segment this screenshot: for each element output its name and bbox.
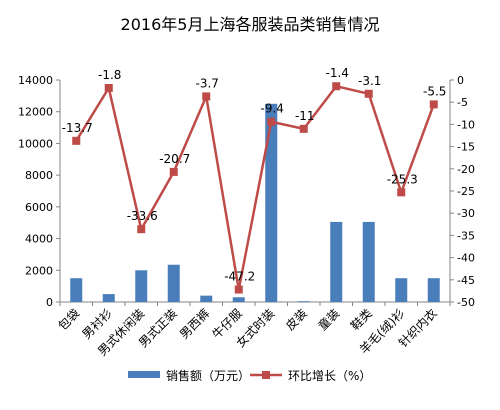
x-tick-label: 皮装 bbox=[283, 306, 310, 333]
line-point-marker bbox=[169, 167, 178, 176]
legend: 销售额（万元） 环比增长（%） bbox=[128, 368, 371, 383]
bar bbox=[362, 221, 375, 302]
y-left-tick-label: 4000 bbox=[25, 233, 53, 246]
y-left-tick-label: 12000 bbox=[18, 106, 53, 119]
line-point-marker bbox=[299, 124, 308, 133]
y-right-tick-label: -20 bbox=[457, 163, 475, 176]
data-label: -33.6 bbox=[127, 209, 158, 223]
line-series bbox=[72, 82, 438, 294]
bar bbox=[167, 264, 180, 302]
data-label: -20.7 bbox=[159, 152, 190, 166]
line-point-marker bbox=[72, 136, 81, 145]
data-label: -3.1 bbox=[358, 74, 381, 88]
data-label: -11 bbox=[295, 109, 315, 123]
y-left-tick-label: 14000 bbox=[18, 74, 53, 87]
bar bbox=[200, 295, 213, 302]
y-right-tick-label: -15 bbox=[457, 141, 475, 154]
data-label: -13.7 bbox=[62, 121, 93, 135]
bar bbox=[330, 221, 343, 302]
y-right-tick-label: -40 bbox=[457, 252, 475, 265]
data-label: -25.3 bbox=[387, 172, 418, 186]
axes-group: 0 2000 4000 6000 8000 10000 12000 14000 0 -5 -10 -1… bbox=[18, 74, 475, 359]
data-label: -47.2 bbox=[224, 270, 255, 284]
legend-line-marker bbox=[262, 371, 270, 379]
data-label: -9.4 bbox=[261, 102, 284, 116]
x-tick-label: 童装 bbox=[315, 306, 343, 334]
y-right-tick-label: -30 bbox=[457, 207, 475, 220]
line-point-marker bbox=[267, 117, 276, 126]
y-left-tick-label: 2000 bbox=[25, 264, 53, 277]
x-tick-label: 包袋 bbox=[55, 306, 82, 333]
bar bbox=[102, 294, 115, 302]
chart-title: 2016年5月上海各服装品类销售情况 bbox=[121, 15, 380, 34]
y-left-tick-label: 6000 bbox=[25, 201, 53, 214]
line-point-marker bbox=[137, 225, 146, 234]
y-left-tick-label: 8000 bbox=[25, 169, 53, 182]
y-left-tick-label: 10000 bbox=[18, 137, 53, 150]
y-right-tick-label: -25 bbox=[457, 185, 475, 198]
line-point-marker bbox=[104, 83, 113, 92]
bar bbox=[232, 297, 245, 302]
x-tick-label: 鞋类 bbox=[347, 306, 375, 334]
legend-line-label: 环比增长（%） bbox=[288, 369, 371, 383]
bar bbox=[70, 278, 83, 302]
bar bbox=[297, 301, 310, 303]
legend-bar-swatch bbox=[128, 371, 160, 378]
bar bbox=[265, 103, 278, 303]
y-right-tick-label: -10 bbox=[457, 118, 475, 131]
line-point-marker bbox=[364, 89, 373, 98]
legend-bar-label: 销售额（万元） bbox=[166, 368, 250, 383]
y-right-tick-label: -35 bbox=[457, 229, 475, 242]
line-point-marker bbox=[332, 82, 341, 91]
y-right-tick-label: 0 bbox=[457, 74, 464, 87]
data-labels: -13.7-1.8-33.6-20.7-3.7-47.2-9.4-11-1.4-… bbox=[62, 66, 447, 283]
line-point-marker bbox=[202, 92, 211, 101]
line-point-marker bbox=[429, 100, 438, 109]
y-right-tick-label: -50 bbox=[457, 296, 475, 309]
line-point-marker bbox=[397, 188, 406, 197]
y-right-tick-label: -5 bbox=[457, 96, 468, 109]
data-label: -5.5 bbox=[423, 84, 446, 98]
data-label: -1.4 bbox=[326, 66, 349, 80]
data-label: -3.7 bbox=[196, 76, 219, 90]
bar bbox=[135, 270, 148, 302]
y-left-tick-label: 0 bbox=[46, 296, 53, 309]
data-label: -1.8 bbox=[98, 68, 121, 82]
line-path bbox=[75, 84, 435, 290]
y-right-tick-label: -45 bbox=[457, 274, 475, 287]
bar-series bbox=[70, 103, 440, 303]
x-tick-label: 男西裤 bbox=[177, 306, 212, 341]
bar bbox=[395, 278, 408, 302]
bar bbox=[427, 278, 440, 302]
line-point-marker bbox=[234, 285, 243, 294]
